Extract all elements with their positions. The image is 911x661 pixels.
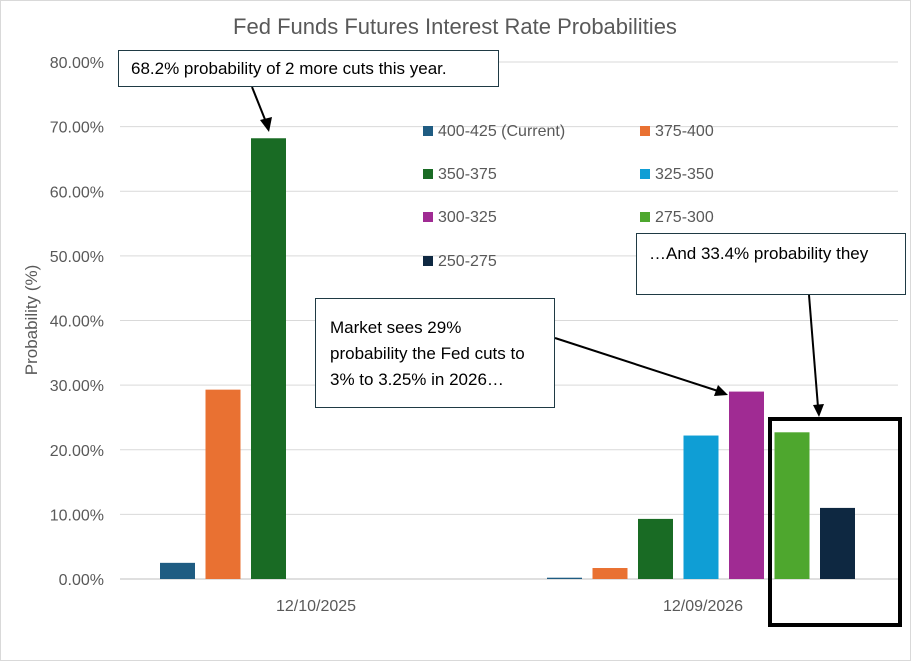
y-axis-label: Probability (%) bbox=[22, 265, 41, 376]
legend-swatch bbox=[640, 212, 650, 222]
bar-250-275-12/09/2026 bbox=[820, 507, 855, 579]
legend-label: 300-325 bbox=[438, 209, 497, 226]
legend-swatch bbox=[640, 169, 650, 179]
legend-swatch bbox=[423, 126, 433, 136]
arrow-1-head bbox=[260, 117, 272, 132]
legend-label: 350-375 bbox=[438, 166, 497, 183]
legend-swatch bbox=[423, 256, 433, 266]
y-tick-label: 20.00% bbox=[50, 443, 104, 460]
bar-400-425-12/10/2025 bbox=[160, 562, 195, 579]
legend-label: 250-275 bbox=[438, 253, 497, 270]
callout-2026-cut: Market sees 29% probability the Fed cuts… bbox=[315, 298, 555, 408]
y-tick-label: 30.00% bbox=[50, 378, 104, 395]
legend-label: 375-400 bbox=[655, 123, 714, 140]
legend-label: 400-425 (Current) bbox=[438, 123, 565, 140]
callout-cuts-this-year: 68.2% probability of 2 more cuts this ye… bbox=[118, 50, 499, 87]
bar-300-325-12/09/2026 bbox=[729, 391, 764, 579]
x-axis-ticks: 12/10/2025 12/09/2026 bbox=[276, 598, 743, 615]
bar-400-425-12/09/2026 bbox=[547, 577, 582, 579]
y-tick-label: 80.00% bbox=[50, 55, 104, 72]
bar-375-400-12/09/2026 bbox=[592, 568, 628, 579]
y-tick-label: 0.00% bbox=[59, 572, 104, 589]
bar-375-400-12/10/2025 bbox=[205, 389, 241, 579]
x-tick-label: 12/09/2026 bbox=[663, 598, 743, 615]
arrow-3-line bbox=[808, 294, 819, 408]
y-tick-label: 10.00% bbox=[50, 507, 104, 524]
arrow-2-line bbox=[554, 337, 719, 392]
y-tick-label: 70.00% bbox=[50, 120, 104, 137]
y-tick-label: 40.00% bbox=[50, 314, 104, 331]
legend-label: 275-300 bbox=[655, 209, 714, 226]
x-tick-label: 12/10/2025 bbox=[276, 598, 356, 615]
legend-swatch bbox=[423, 169, 433, 179]
legend-label: 325-350 bbox=[655, 166, 714, 183]
arrow-1-line bbox=[251, 86, 267, 123]
bar-325-350-12/09/2026 bbox=[683, 435, 719, 579]
y-axis-ticks: 0.00% 10.00% 20.00% 30.00% 40.00% 50.00% 60.00… bbox=[50, 55, 104, 589]
callout-arrows bbox=[251, 86, 824, 417]
legend-swatch bbox=[640, 126, 650, 136]
y-tick-label: 60.00% bbox=[50, 184, 104, 201]
highlight-box bbox=[768, 417, 902, 627]
callout-further-cuts: …And 33.4% probability they bbox=[636, 233, 906, 295]
bars bbox=[160, 138, 855, 579]
y-tick-label: 50.00% bbox=[50, 249, 104, 266]
bar-350-375-12/10/2025 bbox=[251, 138, 286, 579]
arrow-3-head bbox=[813, 404, 824, 417]
bar-275-300-12/09/2026 bbox=[774, 432, 810, 579]
bar-350-375-12/09/2026 bbox=[638, 518, 673, 579]
legend: 400-425 (Current) 375-400 350-375 325-350 30… bbox=[423, 123, 714, 270]
arrow-2-head bbox=[714, 385, 728, 396]
legend-swatch bbox=[423, 212, 433, 222]
chart-title: Fed Funds Futures Interest Rate Probabil… bbox=[233, 14, 677, 39]
